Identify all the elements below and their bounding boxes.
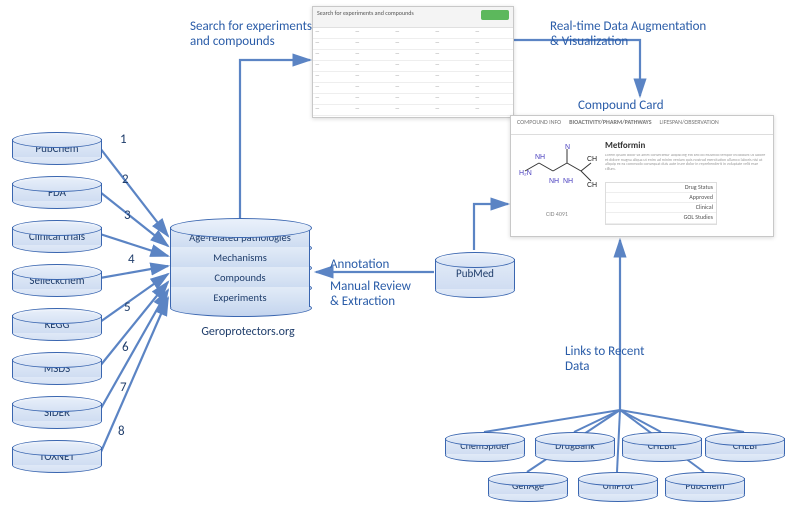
compound-name: Metformin xyxy=(605,141,767,152)
central-database: Age-related pathologiesMechanismsCompoun… xyxy=(170,218,310,323)
source-fda: FDA xyxy=(12,176,100,206)
table-row: — — — — — xyxy=(313,39,513,50)
compound-status-box: Drug StatusApprovedClinicalGOL Studies xyxy=(605,182,717,225)
link-uniprot: UniProt xyxy=(578,472,656,500)
search-screenshot: Search for experiments and compounds — —… xyxy=(312,6,514,118)
search-screenshot-header: Search for experiments and compounds xyxy=(313,7,513,28)
table-row: — — — — — xyxy=(313,72,513,83)
search-screenshot-title: Search for experiments and compounds xyxy=(317,9,414,17)
callout-compound-card: Compound Card xyxy=(578,99,664,114)
link-chemspider: ChemSpider xyxy=(445,432,523,460)
table-row: — — — — — xyxy=(313,28,513,39)
arrow-number-2: 2 xyxy=(122,172,129,187)
source-kegg: KEGG xyxy=(12,308,100,338)
svg-text:N: N xyxy=(565,144,570,151)
svg-text:NH: NH xyxy=(563,178,573,185)
search-button[interactable] xyxy=(481,10,509,20)
callout-annotation: Annotation xyxy=(330,258,389,273)
link-genage: GenAge xyxy=(488,472,566,500)
pubmed-database: PubMed xyxy=(435,252,513,296)
db-layer-1: Mechanisms xyxy=(170,247,310,267)
table-row: — — — — — xyxy=(313,50,513,61)
svg-text:NH: NH xyxy=(549,178,559,185)
link-chebi: CHEBI xyxy=(705,432,783,460)
compound-card: COMPOUND INFO BIOACTIVITY/PHARM/PATHWAYS L… xyxy=(510,115,774,237)
arrow-number-3: 3 xyxy=(124,208,131,223)
arrow-number-6: 6 xyxy=(122,340,129,355)
link-pubchem: PubChem xyxy=(665,472,743,500)
tab-0[interactable]: COMPOUND INFO xyxy=(517,118,561,132)
table-row: — — — — — xyxy=(313,83,513,94)
db-layer-3: Experiments xyxy=(170,287,310,307)
arrow-number-5: 5 xyxy=(124,300,131,315)
compound-card-tabs[interactable]: COMPOUND INFO BIOACTIVITY/PHARM/PATHWAYS L… xyxy=(511,116,773,135)
db-layer-2: Compounds xyxy=(170,267,310,287)
arrow-number-1: 1 xyxy=(120,132,127,147)
tab-2[interactable]: LIFESPAN/OBSERVATION xyxy=(660,118,719,132)
svg-text:CH₃: CH₃ xyxy=(587,156,597,163)
source-sider: SIDER xyxy=(12,396,100,426)
source-msds: MSDS xyxy=(12,352,100,382)
svg-text:H₂N: H₂N xyxy=(519,170,532,177)
tab-1[interactable]: BIOACTIVITY/PHARM/PATHWAYS xyxy=(569,118,651,132)
callout-links: Links to RecentData xyxy=(565,345,644,375)
table-row: — — — — — xyxy=(313,61,513,72)
callout-realtime: Real-time Data Augmentation& Visualizati… xyxy=(550,20,706,50)
callout-search: Search for experimentsand compounds xyxy=(190,20,312,50)
source-selleckchem: Selleckchem xyxy=(12,264,100,294)
table-row: — — — — — xyxy=(313,94,513,105)
link-drugbank: DrugBank xyxy=(535,432,613,460)
callout-manual-review: Manual Review& Extraction xyxy=(330,280,411,310)
arrow-number-8: 8 xyxy=(118,424,125,439)
source-toxnet: TOXNET xyxy=(12,440,100,470)
svg-text:NH: NH xyxy=(535,154,545,161)
source-pubchem: PubChem xyxy=(12,132,100,162)
arrow-number-7: 7 xyxy=(120,380,127,395)
svg-text:CH₃: CH₃ xyxy=(587,182,597,189)
molecule-structure: H₂N NH NH NH N CH₃ CH₃ CID 4091 xyxy=(517,141,597,201)
arrow-number-4: 4 xyxy=(128,252,135,267)
source-clinical-trials: Clinical trials xyxy=(12,220,100,250)
central-db-caption: Geroprotectors.org xyxy=(178,325,318,339)
table-row: — — — — — xyxy=(313,105,513,116)
link-chebil: CHEBIL xyxy=(622,432,700,460)
